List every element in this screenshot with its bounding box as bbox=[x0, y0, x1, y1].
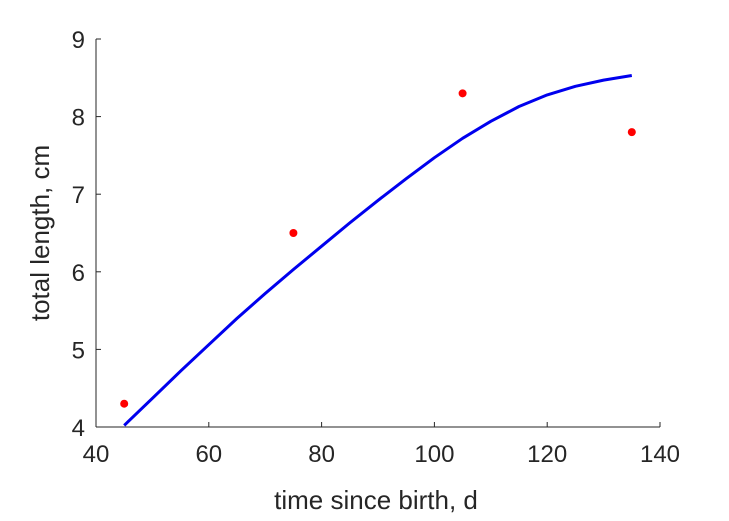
x-tick-label: 120 bbox=[527, 441, 567, 468]
y-tick-label: 5 bbox=[72, 337, 85, 364]
fit-curve-line bbox=[123, 74, 633, 427]
y-tick-label: 9 bbox=[72, 27, 85, 54]
x-tick-label: 80 bbox=[308, 441, 335, 468]
x-axis-label: time since birth, d bbox=[274, 485, 478, 515]
x-tick-label: 140 bbox=[640, 441, 680, 468]
x-tick-label: 40 bbox=[83, 441, 110, 468]
x-axis-ticks: 40 60 80 100 120 140 bbox=[83, 422, 680, 468]
y-tick-label: 8 bbox=[72, 105, 85, 132]
x-tick-label: 100 bbox=[414, 441, 454, 468]
data-point bbox=[627, 128, 636, 137]
data-point bbox=[289, 229, 298, 237]
plot-area bbox=[120, 74, 636, 427]
y-axis-label: total length, cm bbox=[25, 145, 55, 321]
axes bbox=[95, 39, 660, 428]
y-tick-label: 4 bbox=[72, 415, 85, 442]
y-tick-label: 6 bbox=[72, 260, 85, 287]
data-point bbox=[458, 89, 467, 98]
y-axis-ticks: 4 5 6 7 8 9 bbox=[72, 27, 101, 442]
y-tick-label: 7 bbox=[72, 182, 85, 209]
x-tick-label: 60 bbox=[195, 441, 222, 468]
data-point bbox=[120, 399, 129, 408]
